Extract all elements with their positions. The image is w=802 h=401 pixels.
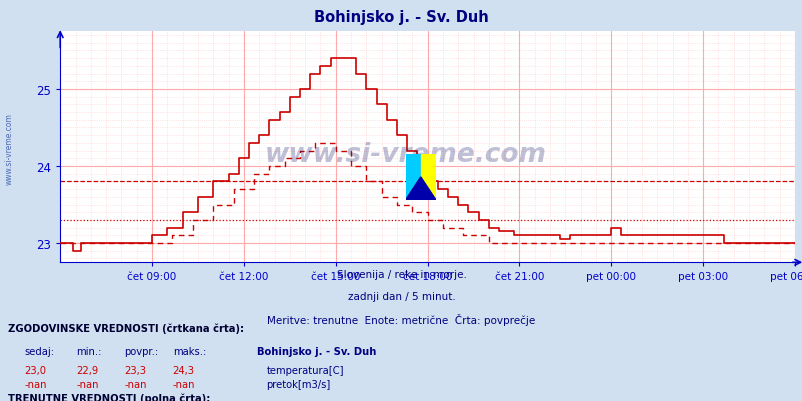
Text: 24,3: 24,3 <box>172 365 194 375</box>
Polygon shape <box>420 154 435 200</box>
Text: ZGODOVINSKE VREDNOSTI (črtkana črta):: ZGODOVINSKE VREDNOSTI (črtkana črta): <box>8 323 244 333</box>
Text: pretok[m3/s]: pretok[m3/s] <box>266 379 330 389</box>
Text: 22,9: 22,9 <box>76 365 99 375</box>
Polygon shape <box>405 177 435 200</box>
Text: povpr.:: povpr.: <box>124 346 158 356</box>
Text: -nan: -nan <box>24 379 47 389</box>
Text: Slovenija / reke in morje.: Slovenija / reke in morje. <box>336 269 466 279</box>
Text: Bohinjsko j. - Sv. Duh: Bohinjsko j. - Sv. Duh <box>314 10 488 25</box>
Text: Meritve: trenutne  Enote: metrične  Črta: povprečje: Meritve: trenutne Enote: metrične Črta: … <box>267 314 535 326</box>
Text: min.:: min.: <box>76 346 102 356</box>
Text: maks.:: maks.: <box>172 346 205 356</box>
Text: zadnji dan / 5 minut.: zadnji dan / 5 minut. <box>347 292 455 302</box>
Text: 23,0: 23,0 <box>24 365 46 375</box>
Text: 23,3: 23,3 <box>124 365 146 375</box>
Text: -nan: -nan <box>172 379 195 389</box>
Text: www.si-vreme.com: www.si-vreme.com <box>264 141 546 167</box>
Text: TRENUTNE VREDNOSTI (polna črta):: TRENUTNE VREDNOSTI (polna črta): <box>8 393 210 401</box>
Polygon shape <box>405 154 420 200</box>
Text: www.si-vreme.com: www.si-vreme.com <box>5 113 14 184</box>
Text: Bohinjsko j. - Sv. Duh: Bohinjsko j. - Sv. Duh <box>257 346 376 356</box>
Text: temperatura[C]: temperatura[C] <box>266 365 344 375</box>
Text: sedaj:: sedaj: <box>24 346 54 356</box>
Text: -nan: -nan <box>124 379 147 389</box>
Text: -nan: -nan <box>76 379 99 389</box>
